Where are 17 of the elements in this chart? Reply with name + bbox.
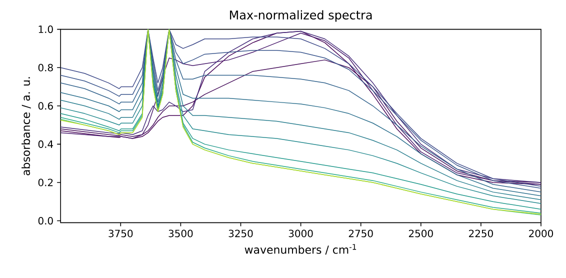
y-axis-title: absorbance / a. u. (22, 77, 31, 176)
y-tick-label: 0.6 (38, 102, 53, 110)
x-tick-label: 2750 (348, 230, 373, 238)
y-tick-label: 0.4 (38, 140, 54, 148)
y-tick-label: 0.0 (38, 217, 53, 225)
x-tick-label: 3000 (288, 230, 313, 238)
x-tick-label: 3500 (168, 230, 193, 238)
chart-title: Max-normalized spectra (230, 10, 372, 22)
x-tick-label: 2000 (529, 230, 554, 238)
y-tick-label: 0.2 (38, 178, 53, 186)
y-tick-label: 1.0 (38, 26, 53, 34)
x-axis-title: wavenumbers / cm$^{-1}$ (244, 244, 356, 255)
x-tick-label: 2250 (469, 230, 493, 238)
y-tick-label: 0.8 (38, 64, 53, 72)
x-tick-label: 3750 (108, 230, 133, 238)
x-tick-label: 3250 (228, 230, 253, 238)
x-tick-label: 2500 (408, 230, 433, 238)
